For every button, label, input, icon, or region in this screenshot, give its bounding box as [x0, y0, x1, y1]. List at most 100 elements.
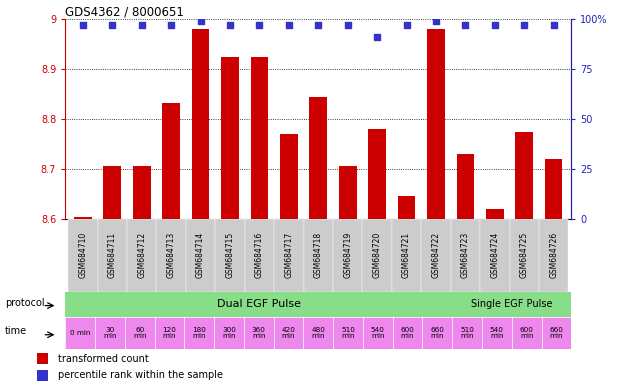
Text: 30
min: 30 min — [103, 327, 117, 339]
Bar — [156, 219, 186, 292]
Bar — [480, 219, 509, 292]
Bar — [456, 154, 474, 219]
Bar — [452, 292, 571, 317]
Text: GSM684725: GSM684725 — [520, 232, 528, 278]
Bar — [368, 129, 386, 219]
Point — [78, 22, 88, 28]
Text: GSM684726: GSM684726 — [549, 232, 558, 278]
Text: 510
min: 510 min — [341, 327, 355, 339]
Bar — [539, 219, 568, 292]
Point — [402, 22, 412, 28]
Point — [490, 22, 500, 28]
Bar — [509, 219, 539, 292]
Text: GDS4362 / 8000651: GDS4362 / 8000651 — [65, 5, 184, 18]
Point — [255, 22, 265, 28]
Bar — [482, 318, 512, 349]
Bar — [515, 131, 533, 219]
Text: 600
min: 600 min — [520, 327, 533, 339]
Point — [343, 22, 353, 28]
Text: GSM684719: GSM684719 — [343, 232, 352, 278]
Text: percentile rank within the sample: percentile rank within the sample — [58, 370, 223, 381]
Text: 540
min: 540 min — [371, 327, 385, 339]
Bar — [274, 318, 304, 349]
Bar — [214, 318, 244, 349]
Bar — [422, 318, 452, 349]
Bar — [37, 353, 48, 364]
Bar — [37, 370, 48, 381]
Text: GSM684713: GSM684713 — [166, 232, 176, 278]
Text: 60
min: 60 min — [133, 327, 147, 339]
Bar — [309, 96, 327, 219]
Text: 120
min: 120 min — [163, 327, 176, 339]
Bar — [333, 219, 363, 292]
Bar — [427, 29, 445, 219]
Text: GSM684711: GSM684711 — [108, 232, 117, 278]
Point — [372, 34, 382, 40]
Point — [196, 18, 206, 24]
Bar — [392, 318, 422, 349]
Bar — [363, 219, 392, 292]
Text: GSM684720: GSM684720 — [373, 232, 382, 278]
Text: GSM684722: GSM684722 — [432, 232, 440, 278]
Bar — [65, 318, 95, 349]
Bar — [339, 167, 356, 219]
Text: GSM684714: GSM684714 — [196, 232, 205, 278]
Point — [431, 18, 441, 24]
Point — [137, 22, 147, 28]
Bar — [280, 134, 297, 219]
Bar — [68, 219, 97, 292]
Text: 600
min: 600 min — [401, 327, 414, 339]
Point — [166, 22, 176, 28]
Text: 480
min: 480 min — [311, 327, 325, 339]
Bar — [451, 219, 480, 292]
Text: transformed count: transformed count — [58, 354, 148, 364]
Bar — [545, 159, 563, 219]
Point — [284, 22, 294, 28]
Text: GSM684718: GSM684718 — [314, 232, 323, 278]
Text: GSM684717: GSM684717 — [284, 232, 293, 278]
Bar — [363, 318, 392, 349]
Text: 0 min: 0 min — [70, 330, 90, 336]
Text: 660
min: 660 min — [430, 327, 444, 339]
Bar — [244, 318, 274, 349]
Point — [460, 22, 470, 28]
Bar — [392, 219, 421, 292]
Text: GSM684716: GSM684716 — [255, 232, 264, 278]
Text: 540
min: 540 min — [490, 327, 504, 339]
Bar — [304, 318, 333, 349]
Text: 420
min: 420 min — [281, 327, 296, 339]
Text: 510
min: 510 min — [460, 327, 474, 339]
Bar — [95, 318, 125, 349]
Bar — [421, 219, 451, 292]
Bar — [245, 219, 274, 292]
Text: GSM684723: GSM684723 — [461, 232, 470, 278]
Bar — [215, 219, 245, 292]
Bar — [333, 318, 363, 349]
Bar — [104, 167, 121, 219]
Bar — [274, 219, 304, 292]
Bar — [304, 219, 333, 292]
Point — [313, 22, 323, 28]
Text: protocol: protocol — [5, 298, 45, 308]
Bar — [512, 318, 542, 349]
Bar — [127, 219, 156, 292]
Text: 300
min: 300 min — [222, 327, 236, 339]
Text: GSM684721: GSM684721 — [402, 232, 411, 278]
Text: Dual EGF Pulse: Dual EGF Pulse — [217, 299, 301, 310]
Bar — [221, 56, 239, 219]
Bar — [251, 56, 268, 219]
Bar — [192, 29, 209, 219]
Text: 360
min: 360 min — [252, 327, 266, 339]
Bar — [486, 209, 504, 219]
Point — [549, 22, 559, 28]
Text: GSM684715: GSM684715 — [225, 232, 235, 278]
Bar — [74, 217, 92, 219]
Bar — [542, 318, 571, 349]
Point — [107, 22, 117, 28]
Point — [225, 22, 235, 28]
Bar — [155, 318, 184, 349]
Text: GSM684712: GSM684712 — [137, 232, 146, 278]
Point — [519, 22, 529, 28]
Bar — [125, 318, 155, 349]
Text: 180
min: 180 min — [193, 327, 206, 339]
